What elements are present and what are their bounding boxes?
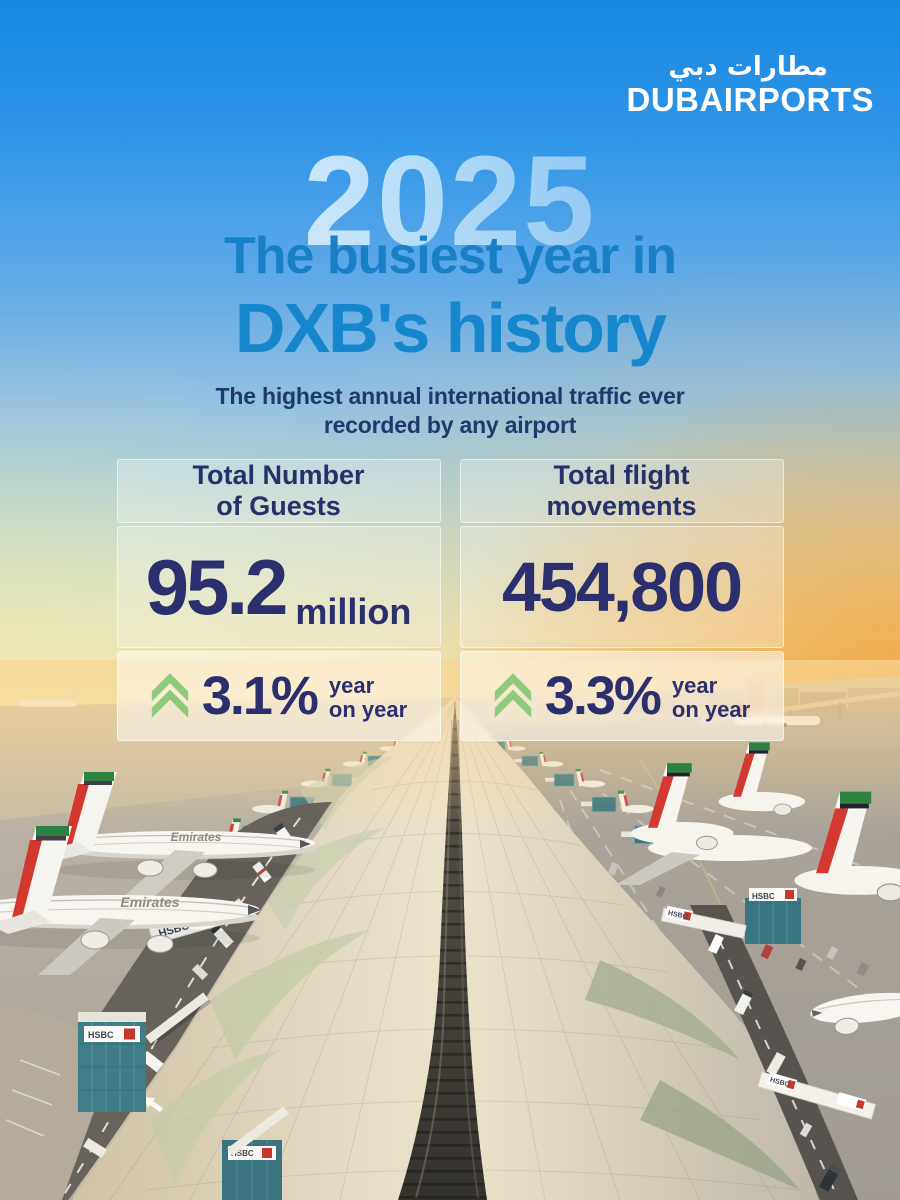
stat-label-line-1: Total Number [192,459,365,490]
subtitle: The highest annual international traffic… [0,382,900,439]
ghost-year: 2025 [0,138,900,266]
logo-arabic-text: مطارات دبي [668,52,828,82]
right-gates: HSBC HSBC HSBC [660,888,900,1120]
headline-top: The busiest year in [223,227,677,285]
vehicles [708,933,842,1193]
stat-card-guests: Total Number of Guests 95.2 million 3.1%… [116,459,441,741]
change-value: 3.3% [544,666,662,726]
change-note: year on year [671,673,751,722]
gate-tower: HSBC [745,888,801,944]
stat-card-flights: Total flight movements 454,800 3.3% year… [459,459,784,741]
change-note: year on year [328,673,408,722]
subtitle-line-1: The highest annual international traffic… [215,383,685,409]
stat-label-line-2: of Guests [216,491,341,521]
jet-bridge: HSBC [757,1071,877,1120]
gate-tower: HSBC [78,1012,146,1112]
service-vehicles [607,862,870,977]
stat-label: Total flight movements [459,459,784,523]
left-gates: HSBC HSBC HSBC [78,903,289,1200]
airline-title: Emirates [171,830,222,844]
jet-bridge: HSBC [660,905,747,939]
stat-cards: Total Number of Guests 95.2 million 3.1%… [0,459,900,741]
hsbc-ad-label: HSBC [231,1149,254,1158]
stat-label-line-1: Total flight [553,459,690,490]
hsbc-ad-label: HSBC [88,1030,114,1040]
stat-change-panel: 3.3% year on year [459,651,784,741]
stat-value-panel: 95.2 million [116,526,441,648]
plane-at-gate [810,992,900,1035]
stat-value: 454,800 [501,548,743,626]
stat-value-panel: 454,800 [459,526,784,648]
stat-change-panel: 3.1% year on year [116,651,441,741]
airport-aerial-photo: HSBC HSBC HSBC [0,660,900,1200]
dubai-airports-logo: مطارات دبي DUBAIRPORTS [626,52,874,119]
headline-main: DXB's history [234,289,667,367]
hsbc-ad-label: HSBC [752,892,775,901]
right-parked-planes [607,742,900,977]
jet-bridge [227,1106,289,1156]
stat-label: Total Number of Guests [116,459,441,523]
airline-title: Emirates [120,894,179,910]
hsbc-ad-label: HSBC [667,910,688,921]
emirates-a380-lower: Emirates [0,826,261,975]
emirates-a380-upper: Emirates [40,772,315,900]
stat-unit: million [295,591,412,632]
change-value: 3.1% [201,666,319,726]
stat-value: 95.2 [145,542,289,631]
stat-label-line-2: movements [546,491,697,521]
right-road [690,905,858,1200]
growth-arrow-icon [494,673,531,718]
logo-latin-text: DUBAIRPORTS [626,81,874,119]
subtitle-line-2: recorded by any airport [323,411,577,438]
growth-arrow-icon [151,673,188,718]
jet-bridge [145,992,209,1044]
